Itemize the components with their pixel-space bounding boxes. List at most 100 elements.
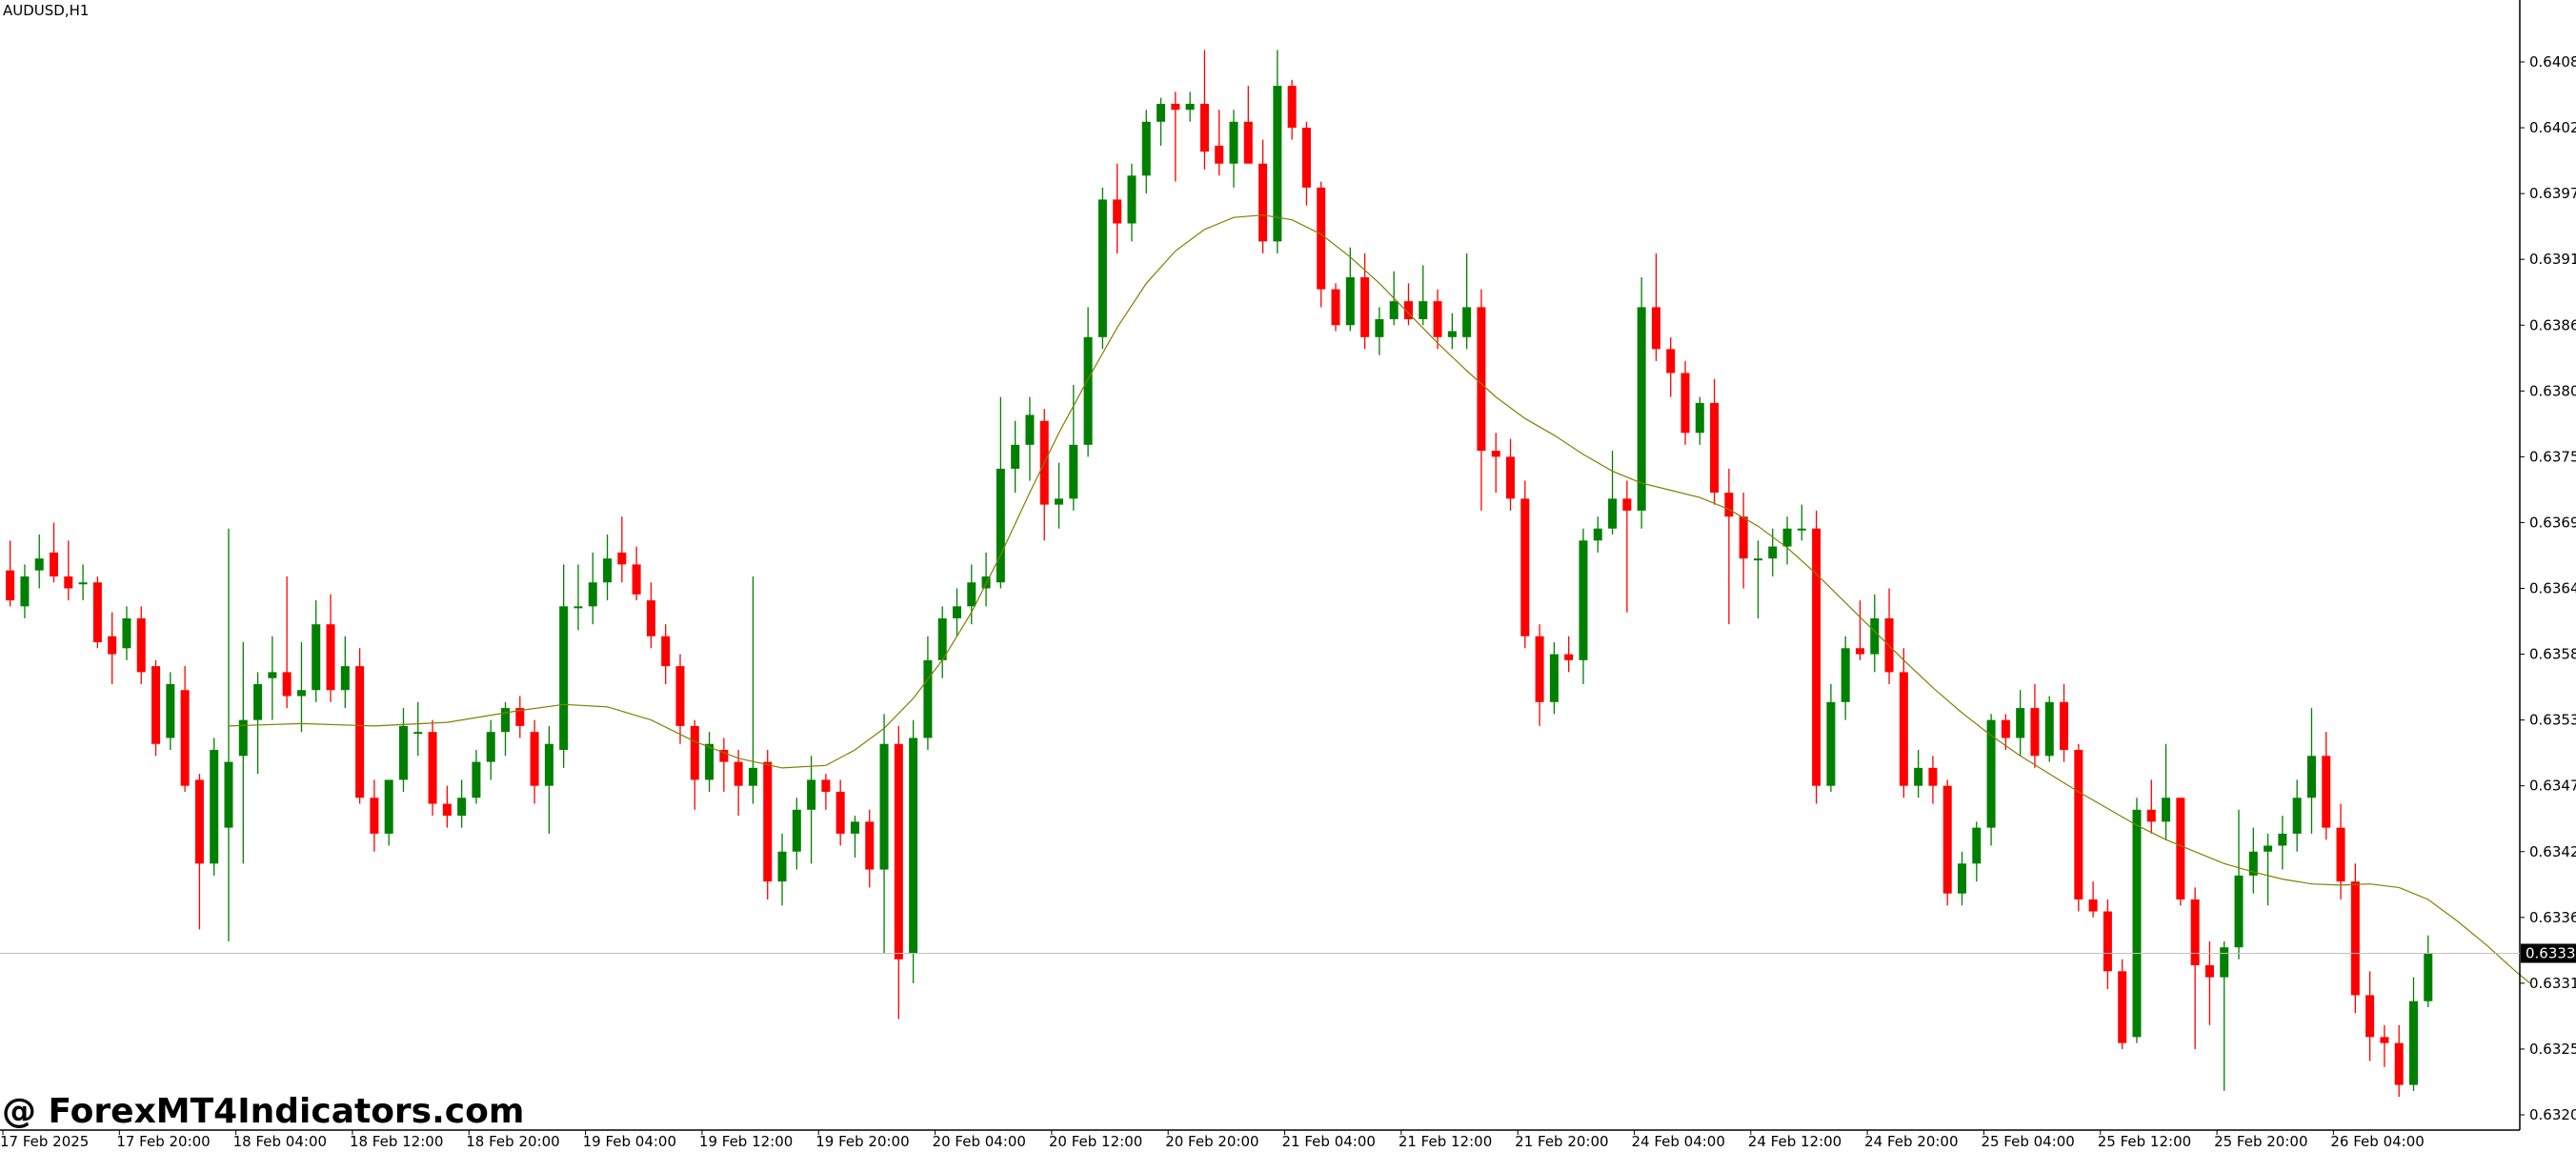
candle xyxy=(442,785,452,828)
candle-body xyxy=(2336,827,2345,882)
candle xyxy=(1549,642,1559,715)
axes-layer xyxy=(0,0,2521,1131)
candle xyxy=(151,659,161,757)
candle-body xyxy=(2103,911,2112,972)
candle xyxy=(850,816,859,859)
candle-body xyxy=(224,761,233,828)
candle xyxy=(1273,50,1282,253)
candle xyxy=(64,540,73,601)
candle-body xyxy=(1011,444,1020,469)
candle xyxy=(472,750,481,804)
candle-body xyxy=(2292,798,2302,834)
candle-body xyxy=(2190,899,2200,966)
candle-body xyxy=(340,666,350,691)
candle-body xyxy=(2204,965,2214,978)
candle xyxy=(1870,594,1880,673)
candle-body xyxy=(1826,701,1836,786)
candle-body xyxy=(370,798,379,834)
candle-body xyxy=(2278,833,2287,846)
candle-body xyxy=(1739,516,1748,559)
candle-body xyxy=(2322,756,2331,828)
candle xyxy=(2132,798,2142,1043)
candle-body xyxy=(646,600,655,637)
candle-body xyxy=(1127,175,1137,224)
candle xyxy=(326,594,335,702)
candle xyxy=(1651,253,1660,361)
time-tick-label: 26 Feb 04:00 xyxy=(2330,1133,2424,1148)
candle xyxy=(646,582,655,649)
candle-body xyxy=(1345,277,1355,326)
candle xyxy=(792,798,801,870)
candle xyxy=(1258,139,1268,253)
candle-body xyxy=(64,576,73,589)
candle xyxy=(1011,420,1020,494)
candle-body xyxy=(850,821,859,834)
candle xyxy=(2190,887,2200,1049)
candle xyxy=(748,576,757,804)
candle-body xyxy=(166,683,175,738)
candle-body xyxy=(136,617,146,673)
candle-body xyxy=(2380,1037,2389,1043)
candle-body xyxy=(1782,528,1792,547)
candle xyxy=(1753,540,1762,618)
candle xyxy=(238,642,248,864)
candle xyxy=(2176,798,2185,906)
candle xyxy=(923,636,933,751)
candle xyxy=(1564,636,1574,673)
candle xyxy=(2248,827,2258,894)
candle xyxy=(515,696,525,738)
candle xyxy=(2088,881,2098,918)
candle xyxy=(2234,809,2244,960)
candle xyxy=(1229,110,1238,188)
candle-body xyxy=(1680,373,1690,434)
candle-body xyxy=(2146,809,2156,822)
price-tick-label: 0.63475 xyxy=(2529,778,2576,795)
candle xyxy=(1403,283,1413,326)
candle xyxy=(1477,289,1486,511)
candle xyxy=(617,516,627,583)
candle xyxy=(835,779,845,846)
candle xyxy=(457,779,467,828)
candle-body xyxy=(1360,277,1370,337)
candle xyxy=(909,719,918,983)
candle xyxy=(1345,247,1355,332)
candle xyxy=(253,672,263,775)
candle-body xyxy=(1171,103,1180,111)
candle xyxy=(2001,714,2010,751)
candle xyxy=(370,779,379,852)
candle xyxy=(879,714,889,954)
time-tick-label: 24 Feb 04:00 xyxy=(1631,1133,1724,1148)
candle xyxy=(210,738,219,876)
candle-body xyxy=(675,666,685,726)
candle xyxy=(78,564,88,601)
candle-body xyxy=(1243,121,1253,164)
candle xyxy=(952,588,961,637)
candle-body xyxy=(1113,199,1122,224)
candle-body xyxy=(588,582,597,607)
candle xyxy=(501,701,511,757)
candle-body xyxy=(909,738,918,954)
candle-body xyxy=(1287,86,1297,129)
candle xyxy=(821,774,831,810)
candle xyxy=(1157,97,1166,146)
candle-body xyxy=(1083,336,1093,445)
candle-body xyxy=(1753,558,1762,561)
candle xyxy=(559,564,569,768)
candle-body xyxy=(734,761,743,786)
current-price-marker: 0.63335 xyxy=(0,943,2576,963)
candle xyxy=(2336,803,2345,899)
candle-body xyxy=(1564,654,1574,660)
candle-body xyxy=(1535,636,1544,702)
candle xyxy=(1782,516,1792,565)
candle xyxy=(603,534,613,601)
candle-body xyxy=(2234,875,2244,948)
candle-body xyxy=(501,708,511,733)
candle-body xyxy=(34,558,44,571)
candle-body xyxy=(1637,307,1646,511)
candle xyxy=(632,546,641,601)
candle xyxy=(2118,959,2127,1049)
